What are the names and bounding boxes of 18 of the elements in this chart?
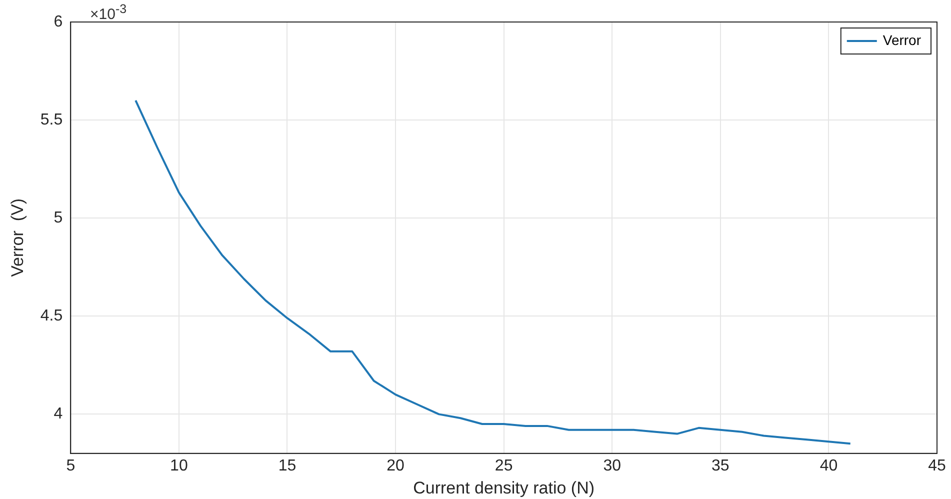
y-tick-label: 4	[54, 406, 63, 423]
x-tick-label: 25	[494, 457, 513, 474]
y-tick-label: 6	[54, 13, 63, 30]
x-tick-label: 30	[603, 457, 622, 474]
y-axis-title: Verror (V)	[8, 198, 27, 277]
x-axis-title: Current density ratio (N)	[413, 478, 595, 498]
y-tick-label: 5.5	[40, 111, 63, 128]
x-tick-label: 10	[170, 457, 188, 474]
x-tick-label: 35	[712, 457, 730, 474]
legend-label: Verror	[882, 32, 922, 48]
x-tick-label: 5	[66, 457, 76, 474]
y-tick-label: 4.5	[40, 308, 63, 325]
annotation: ×10$^{-3}$	[90, 2, 127, 23]
x-tick-label: 15	[278, 457, 296, 474]
x-tick-label: 45	[928, 457, 946, 474]
y-tick-label: 5	[54, 209, 63, 226]
x-tick-label: 40	[820, 457, 838, 474]
x-tick-label: 20	[386, 457, 405, 474]
